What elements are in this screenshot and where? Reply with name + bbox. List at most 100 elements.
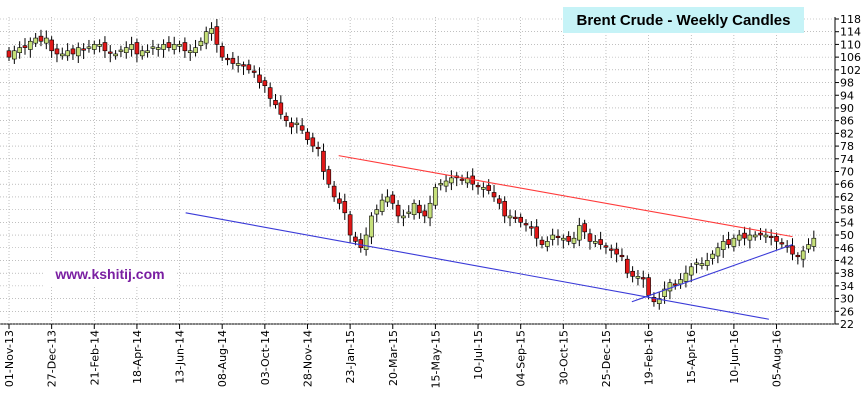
candle-body <box>800 250 806 260</box>
y-tick-label: 82 <box>840 127 854 140</box>
bear-candle <box>454 172 460 187</box>
candle-body <box>145 50 150 53</box>
bull-candle <box>187 44 193 61</box>
y-tick-label: 102 <box>840 64 861 77</box>
bear-candle <box>529 221 534 236</box>
x-tick-label: 25-Dec-15 <box>600 330 613 387</box>
y-tick-label: 90 <box>840 102 854 115</box>
bear-candle <box>278 95 284 120</box>
y-tick-label: 62 <box>840 191 854 204</box>
bull-candle <box>401 209 406 227</box>
bear-candle <box>790 238 795 261</box>
candle-body <box>28 40 33 50</box>
bear-candle <box>555 229 561 246</box>
bull-candle <box>656 292 662 310</box>
bear-candle <box>422 204 428 224</box>
candle-body <box>561 237 566 241</box>
grid-lines <box>0 17 836 325</box>
bear-candle <box>539 236 545 249</box>
bull-candle <box>710 250 715 265</box>
y-tick-label: 66 <box>840 178 854 191</box>
bear-candle <box>486 179 492 195</box>
candle-body <box>374 209 380 215</box>
bear-candle <box>630 266 635 283</box>
bear-candle <box>523 219 529 232</box>
candle-body <box>592 241 598 244</box>
candle-body <box>726 239 731 245</box>
bull-candle <box>17 41 22 59</box>
y-tick-label: 30 <box>840 293 854 306</box>
bear-candle <box>38 29 44 47</box>
candle-body <box>529 226 534 229</box>
candle-body <box>22 45 28 48</box>
candle-body <box>139 50 145 57</box>
bull-candle <box>385 189 390 207</box>
trendline <box>185 212 770 320</box>
bear-candle <box>299 118 305 135</box>
candle-body <box>646 277 651 296</box>
candle-body <box>379 199 385 212</box>
bear-candle <box>608 244 614 259</box>
bull-candle <box>449 170 454 191</box>
candle-body <box>433 187 438 206</box>
candle-body <box>742 232 747 239</box>
bull-candle <box>427 195 433 227</box>
bull-candle <box>704 252 710 271</box>
y-tick-label: 42 <box>840 254 854 267</box>
bull-candle <box>203 26 209 50</box>
bull-candle <box>12 45 17 64</box>
bull-candle <box>75 42 81 64</box>
bear-candle <box>70 45 76 60</box>
y-tick-label: 38 <box>840 267 854 280</box>
candle-body <box>406 211 412 214</box>
bull-candle <box>171 36 177 55</box>
bear-candle <box>513 210 518 223</box>
bull-candle <box>699 257 705 270</box>
bull-candle <box>86 39 92 53</box>
candle-body <box>475 185 481 188</box>
bull-candle <box>438 179 444 191</box>
candle-body <box>161 44 166 50</box>
bull-candle <box>720 235 726 258</box>
x-tick-label: 19-Feb-16 <box>643 330 656 385</box>
candle-body <box>289 122 294 128</box>
candle-body <box>459 178 465 181</box>
candle-body <box>12 50 17 60</box>
y-tick-label: 110 <box>840 38 861 51</box>
bear-candle <box>134 38 140 63</box>
candle-body <box>246 64 252 71</box>
bear-candle <box>166 36 172 52</box>
bear-candle <box>267 82 273 107</box>
candle-body <box>267 87 273 99</box>
bull-candle <box>379 193 385 216</box>
candle-body <box>315 146 321 150</box>
candle-body <box>598 239 603 245</box>
bear-candle <box>22 38 28 55</box>
bull-candle <box>715 242 721 264</box>
candle-body <box>358 239 364 249</box>
candle-body <box>65 50 70 57</box>
candle-body <box>337 198 342 204</box>
bull-candle <box>139 45 145 60</box>
candle-body <box>17 47 22 53</box>
bull-candle <box>433 183 438 209</box>
bull-candle <box>369 212 374 245</box>
bear-candle <box>241 61 246 75</box>
bull-candle <box>736 229 742 247</box>
bear-candle <box>225 53 230 66</box>
candle-body <box>667 282 673 292</box>
bull-candle <box>763 228 769 243</box>
bull-candle <box>678 273 683 289</box>
candle-body <box>513 216 518 219</box>
candle-body <box>251 70 257 73</box>
candle-body <box>603 245 609 248</box>
bear-candle <box>310 132 316 153</box>
bear-candle <box>475 182 481 195</box>
bull-candle <box>123 41 129 59</box>
bear-candle <box>331 181 337 202</box>
bear-candle <box>182 37 188 58</box>
bear-candle <box>619 248 625 262</box>
bear-candle <box>358 233 364 253</box>
bull-candle <box>363 227 369 256</box>
